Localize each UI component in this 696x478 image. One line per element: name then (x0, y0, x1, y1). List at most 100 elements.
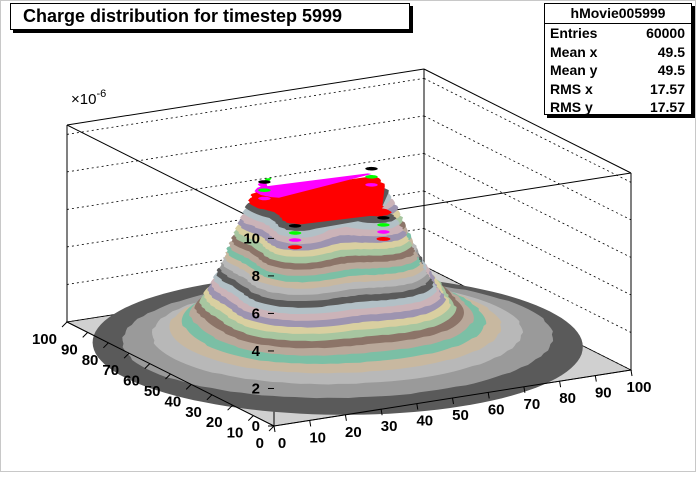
y-tick (144, 363, 151, 369)
peak-band (363, 190, 380, 196)
z-tick-label: 6 (252, 305, 260, 322)
z-grid-right (423, 153, 632, 258)
x-tick-label: 30 (381, 418, 398, 435)
top-back-edge (66, 68, 425, 126)
peak-band (365, 175, 378, 179)
z-tick-label: 4 (252, 343, 261, 360)
stats-row-rms-y: RMS y 17.57 (545, 98, 691, 117)
stats-row-mean-y: Mean y 49.5 (545, 61, 691, 80)
x-tick-label: 70 (524, 396, 541, 413)
peak-band (377, 216, 390, 220)
peak-band (365, 183, 378, 187)
y-tick-label: 20 (206, 414, 223, 431)
y-tick-label: 10 (227, 425, 244, 442)
y-tick-label: 100 (32, 331, 57, 348)
x-tick-label: 100 (626, 379, 651, 396)
y-tick (206, 394, 213, 401)
z-tick-label: 0 (252, 418, 260, 435)
y-tick (123, 352, 130, 359)
x-tick (309, 420, 312, 427)
peak-band (377, 223, 390, 227)
stats-label: Mean x (550, 43, 598, 60)
z-grid-back (66, 77, 425, 135)
x-tick-label: 80 (559, 390, 576, 407)
peak-band (365, 166, 378, 171)
stats-label: Entries (550, 25, 598, 41)
y-tick-label: 70 (102, 362, 119, 379)
surface (92, 166, 583, 415)
x-tick (452, 397, 454, 405)
x-tick (523, 386, 526, 393)
y-tick (247, 415, 254, 421)
peak-band (256, 204, 273, 210)
x-tick-label: 0 (278, 435, 286, 452)
x-tick-label: 50 (452, 407, 469, 424)
x-tick (487, 392, 490, 399)
x-tick (344, 414, 347, 421)
stats-label: RMS x (550, 80, 593, 97)
stats-row-mean-x: Mean x 49.5 (545, 43, 691, 62)
x-tick (273, 425, 276, 433)
surface-band (254, 173, 372, 198)
peak-band (288, 224, 302, 228)
x-tick (416, 403, 419, 410)
stats-value: 17.57 (649, 80, 685, 97)
x-tick-label: 20 (345, 424, 362, 441)
y-tick-label: 0 (256, 435, 264, 452)
x-tick-label: 90 (595, 385, 612, 402)
peak-band (258, 180, 271, 184)
z-grid-right (423, 78, 632, 183)
z-grid-back (66, 153, 425, 210)
stats-label: RMS y (550, 99, 593, 115)
y-tick-label: 40 (165, 393, 182, 410)
y-tick-label: 60 (123, 373, 140, 390)
y-tick (61, 321, 68, 328)
y-tick (165, 373, 171, 380)
stats-row-entries: Entries 60000 (545, 24, 691, 43)
top-left-edge (66, 124, 275, 230)
stats-row-rms-x: RMS x 17.57 (545, 80, 691, 99)
stats-value: 60000 (646, 25, 685, 41)
y-tick-label: 80 (82, 352, 99, 369)
y-tick-label: 50 (144, 383, 161, 400)
stats-box: hMovie005999 Entries 60000 Mean x 49.5 Mea… (544, 3, 692, 115)
chart-title: Charge distribution for timestep 5999 (10, 3, 410, 30)
peak-band (258, 196, 271, 201)
z-grid-back (66, 115, 425, 173)
stats-value: 49.5 (657, 43, 685, 60)
x-tick-label: 10 (309, 429, 326, 446)
y-tick (227, 404, 233, 411)
y-tick-label: 30 (185, 404, 202, 421)
z-grid-right (423, 115, 632, 221)
peak-band (288, 238, 302, 242)
z-tick-label: 10 (243, 230, 260, 247)
peak-band (288, 231, 302, 235)
chart-title-text: Charge distribution for timestep 5999 (23, 6, 343, 26)
x-tick-label: 60 (488, 401, 505, 418)
x-tick (559, 381, 562, 388)
y-tick (185, 384, 192, 390)
top-right-edge (423, 68, 632, 174)
stats-name: hMovie005999 (545, 4, 691, 24)
y-tick (103, 342, 109, 349)
peak-band (376, 237, 391, 241)
stats-label: Mean y (550, 62, 598, 78)
y-tick (82, 332, 89, 338)
z-grid-right (423, 228, 632, 333)
x-tick (630, 369, 633, 377)
z-tick-label: 8 (252, 268, 260, 285)
surface-band (250, 176, 384, 217)
z-grid-right (423, 190, 632, 296)
x-tick (594, 375, 597, 382)
x-tick (380, 409, 383, 416)
x-tick-label: 40 (416, 413, 433, 430)
peak-band (288, 245, 303, 250)
stats-value: 49.5 (657, 62, 685, 78)
y-tick-label: 90 (61, 341, 78, 358)
peak-band (258, 188, 271, 192)
z-tick-label: 2 (252, 380, 260, 397)
y-tick (268, 425, 275, 432)
peak-band (377, 230, 390, 234)
